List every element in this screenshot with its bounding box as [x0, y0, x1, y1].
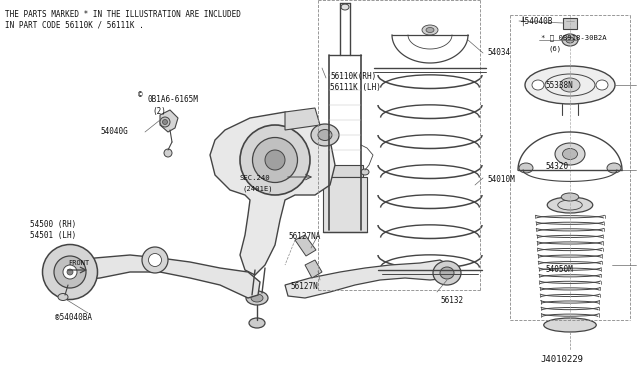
Ellipse shape: [544, 318, 596, 332]
Ellipse shape: [560, 78, 580, 92]
Text: 56127N: 56127N: [290, 282, 317, 291]
Bar: [327, 165, 363, 177]
Ellipse shape: [160, 117, 170, 127]
Text: 56110K(RH): 56110K(RH): [330, 72, 376, 81]
Polygon shape: [160, 110, 178, 132]
Text: 54050M: 54050M: [545, 265, 573, 274]
Ellipse shape: [525, 66, 615, 104]
Ellipse shape: [566, 37, 574, 43]
Text: ╀54040B: ╀54040B: [520, 16, 552, 26]
Ellipse shape: [54, 256, 86, 288]
Ellipse shape: [311, 124, 339, 146]
Text: 54010M: 54010M: [487, 175, 515, 184]
Bar: [323, 177, 367, 232]
Ellipse shape: [318, 129, 332, 141]
Polygon shape: [210, 112, 335, 275]
Ellipse shape: [422, 25, 438, 35]
Text: 56127NA: 56127NA: [288, 232, 321, 241]
Ellipse shape: [440, 267, 454, 279]
Text: SEC.240: SEC.240: [240, 175, 271, 181]
Ellipse shape: [562, 34, 578, 46]
Ellipse shape: [433, 261, 461, 285]
Polygon shape: [285, 260, 455, 298]
Text: 54040G: 54040G: [100, 127, 128, 136]
Text: 54034: 54034: [487, 48, 510, 57]
Ellipse shape: [251, 294, 263, 302]
Polygon shape: [285, 108, 320, 130]
Text: (2): (2): [152, 107, 166, 116]
Ellipse shape: [563, 148, 577, 160]
Text: 0B1A6-6165M: 0B1A6-6165M: [148, 95, 199, 104]
Polygon shape: [295, 235, 316, 256]
Ellipse shape: [341, 4, 349, 10]
Ellipse shape: [142, 247, 168, 273]
Text: 54501 (LH): 54501 (LH): [30, 231, 76, 240]
Ellipse shape: [532, 80, 544, 90]
Ellipse shape: [63, 265, 77, 279]
Polygon shape: [65, 255, 260, 298]
Ellipse shape: [361, 169, 369, 175]
Text: (2401E): (2401E): [243, 186, 274, 192]
Ellipse shape: [67, 269, 73, 275]
Text: ®54040BA: ®54040BA: [55, 313, 92, 322]
Text: 54320: 54320: [545, 162, 568, 171]
Ellipse shape: [607, 163, 621, 173]
Text: J4010229: J4010229: [540, 355, 583, 364]
Ellipse shape: [42, 244, 97, 299]
Polygon shape: [305, 260, 322, 278]
Text: 54500 (RH): 54500 (RH): [30, 220, 76, 229]
Text: THE PARTS MARKED * IN THE ILLUSTRATION ARE INCLUDED: THE PARTS MARKED * IN THE ILLUSTRATION A…: [5, 10, 241, 19]
Ellipse shape: [58, 294, 68, 301]
Ellipse shape: [246, 291, 268, 305]
Ellipse shape: [561, 193, 579, 201]
Text: 55338N: 55338N: [545, 81, 573, 90]
Ellipse shape: [596, 80, 608, 90]
Ellipse shape: [164, 149, 172, 157]
Text: 56132: 56132: [440, 296, 463, 305]
Text: IN PART CODE 56110K / 56111K .: IN PART CODE 56110K / 56111K .: [5, 20, 144, 29]
Ellipse shape: [253, 138, 298, 183]
Text: FRONT: FRONT: [68, 260, 89, 266]
Ellipse shape: [163, 119, 168, 125]
Text: * Ⓝ 0B918-30B2A: * Ⓝ 0B918-30B2A: [541, 34, 607, 41]
Ellipse shape: [249, 318, 265, 328]
Ellipse shape: [519, 163, 533, 173]
Text: 56111K (LH): 56111K (LH): [330, 83, 381, 92]
Ellipse shape: [240, 125, 310, 195]
Text: ©: ©: [138, 90, 142, 99]
Ellipse shape: [265, 150, 285, 170]
Ellipse shape: [148, 253, 161, 266]
Ellipse shape: [547, 197, 593, 213]
Bar: [563, 18, 577, 29]
Text: (6): (6): [548, 45, 561, 51]
Ellipse shape: [555, 143, 585, 165]
Ellipse shape: [426, 28, 434, 32]
